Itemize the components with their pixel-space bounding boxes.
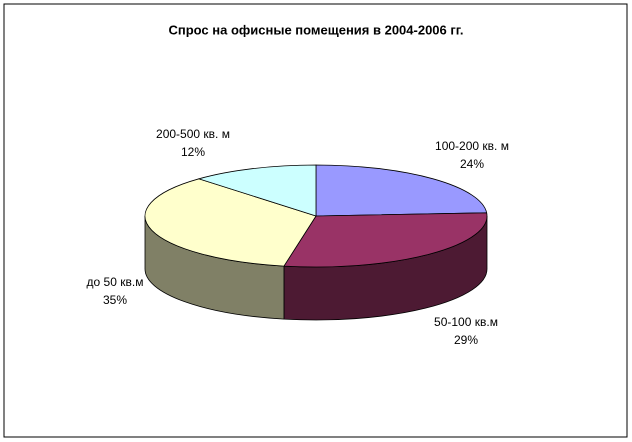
chart-title: Спрос на офисные помещения в 2004-2006 г… (168, 22, 463, 37)
slice-value-label: 12% (181, 145, 205, 159)
slice (144, 178, 317, 267)
slice-label: 200-500 кв. м (156, 127, 230, 141)
slice-value-label: 29% (454, 333, 478, 347)
slice-label: до 50 кв.м (87, 275, 144, 289)
slice-value-label: 24% (460, 157, 484, 171)
slice-value-label: 35% (103, 293, 127, 307)
slice (197, 164, 317, 217)
slice (315, 164, 488, 217)
slice-label: 100-200 кв. м (435, 139, 509, 153)
slice-label: 50-100 кв.м (434, 315, 498, 329)
slice (283, 212, 488, 268)
